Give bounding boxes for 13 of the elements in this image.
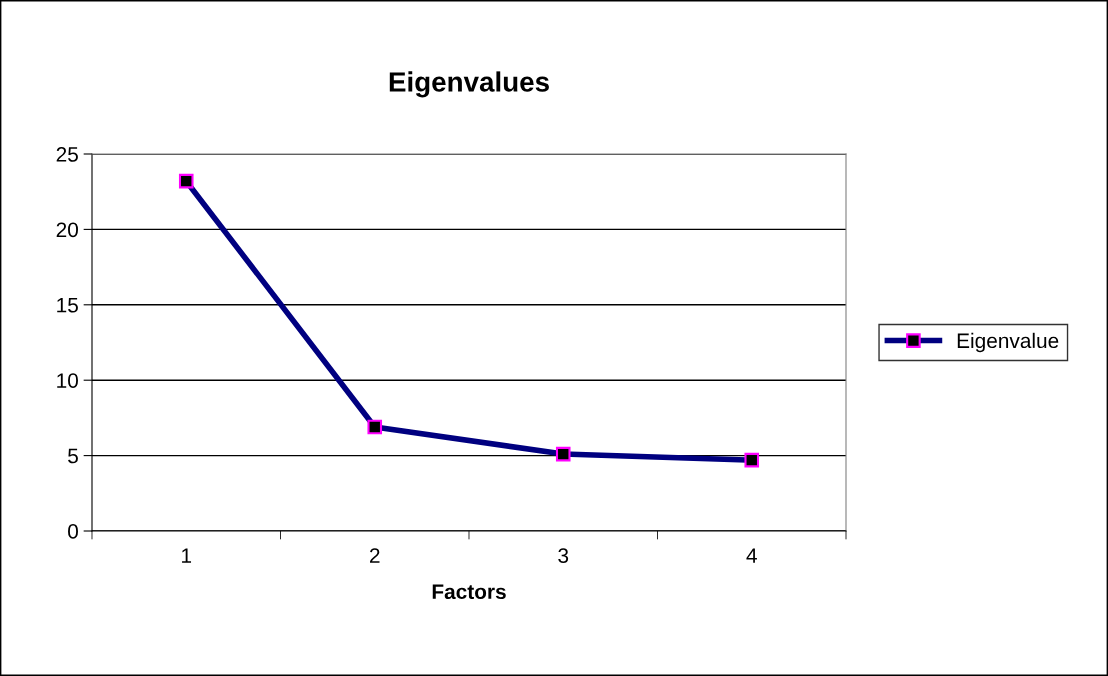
x-axis-title: Factors (432, 584, 506, 600)
y-tick-label: 5 (68, 448, 78, 464)
y-tick-label: 25 (56, 147, 78, 162)
chart-title: Eigenvalues (389, 71, 549, 98)
y-tick-label: 15 (57, 298, 78, 313)
x-tick-label: 3 (558, 548, 569, 563)
legend-label: Eigenvalue (957, 332, 1059, 353)
x-tick-label: 4 (746, 548, 757, 563)
y-tick-label: 0 (68, 524, 78, 539)
x-tick-label: 1 (182, 548, 192, 563)
y-tick-label: 20 (56, 222, 78, 238)
x-tick-label: 2 (370, 548, 380, 563)
y-tick-label: 10 (57, 373, 78, 388)
